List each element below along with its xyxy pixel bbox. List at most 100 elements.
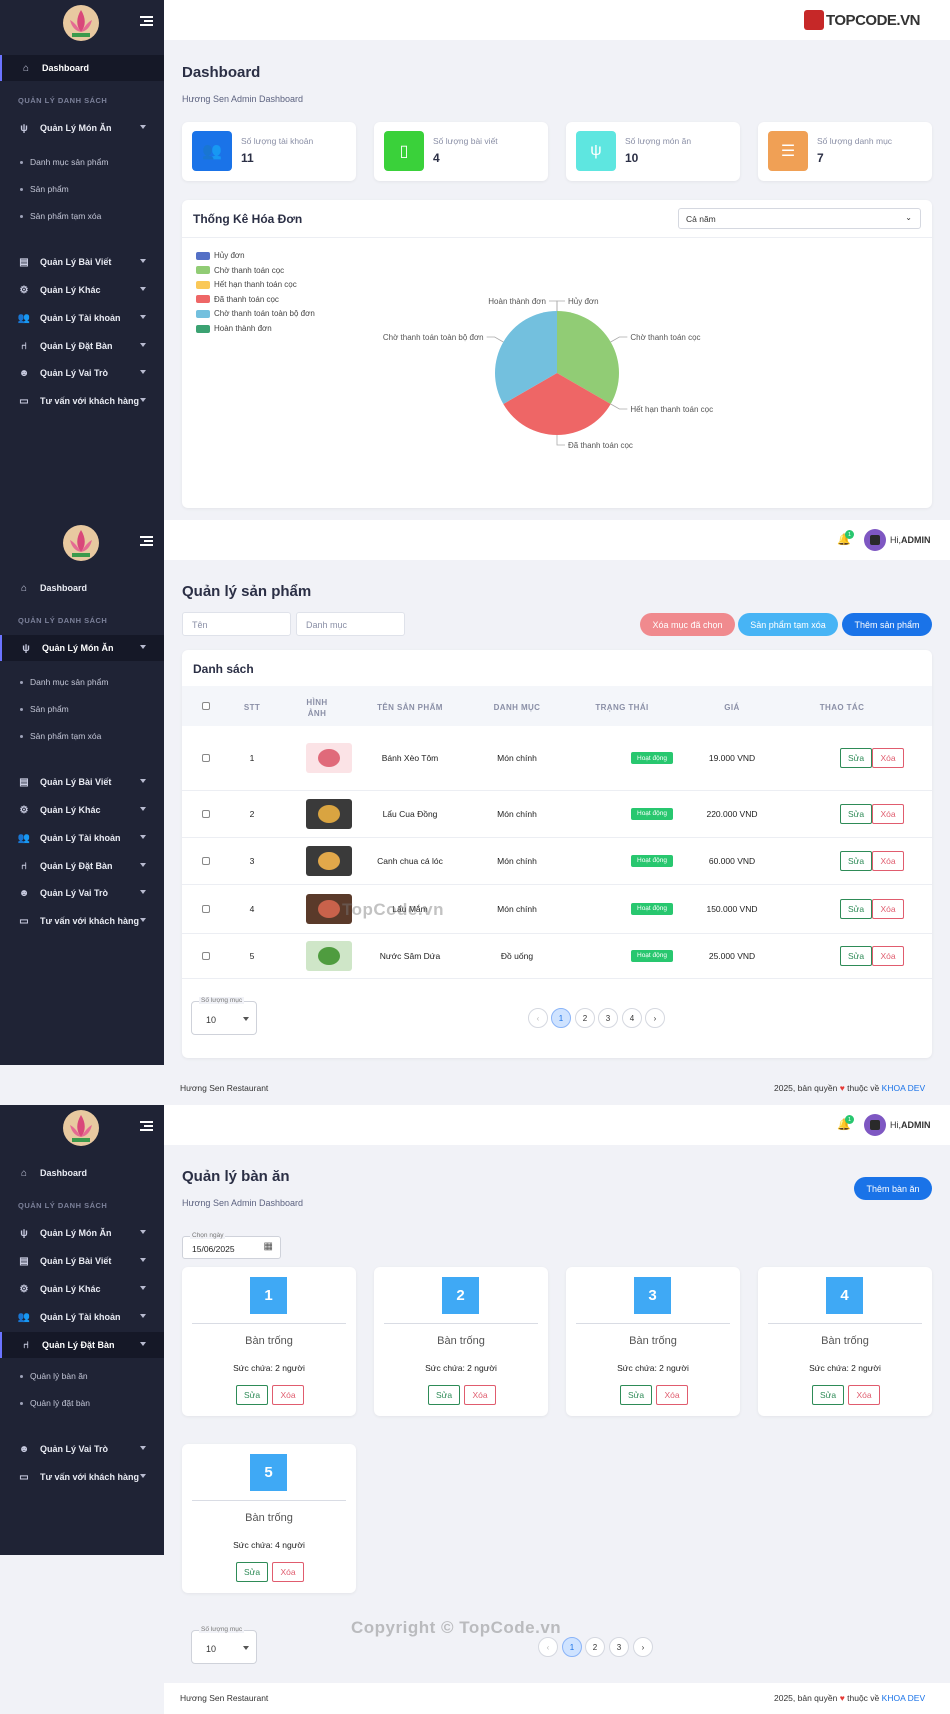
edit-button[interactable]: Sửa bbox=[840, 850, 872, 871]
user-menu[interactable]: Hi, ADMIN bbox=[864, 529, 931, 551]
edit-button[interactable]: Sửa bbox=[236, 1562, 268, 1582]
sidebar-sub-danh-muc[interactable]: Danh mục sản phẩm bbox=[20, 677, 108, 687]
row-checkbox[interactable] bbox=[202, 809, 210, 818]
sidebar-sub-ban-an[interactable]: Quản lý bàn ăn bbox=[20, 1371, 88, 1381]
delete-button[interactable]: Xóa bbox=[872, 898, 904, 919]
sidebar-item-dashboard[interactable]: ⌂ Dashboard bbox=[0, 575, 164, 601]
chevron-down-icon bbox=[140, 835, 146, 839]
products-screen: ⌂ Dashboard QUẢN LÝ DANH SÁCH ψ Quản Lý Mó… bbox=[0, 520, 950, 1105]
sidebar-item-vai-tro[interactable]: ☻ Quản Lý Vai Trò bbox=[0, 880, 164, 906]
delete-button[interactable]: Xóa bbox=[656, 1385, 688, 1405]
author-link[interactable]: KHOA DEV bbox=[881, 1083, 926, 1093]
delete-selected-button[interactable]: Xóa mục đã chọn bbox=[640, 613, 735, 636]
sidebar-item-mon-an[interactable]: ψ Quản Lý Món Ăn bbox=[0, 115, 164, 141]
menu-toggle-icon[interactable] bbox=[140, 16, 153, 27]
trash-products-button[interactable]: Sản phẩm tạm xóa bbox=[738, 613, 838, 636]
page-1-button[interactable]: 1 bbox=[551, 1008, 571, 1028]
page-2-button[interactable]: 2 bbox=[575, 1008, 595, 1028]
row-checkbox[interactable] bbox=[202, 951, 210, 960]
select-all-checkbox[interactable] bbox=[202, 702, 210, 710]
delete-button[interactable]: Xóa bbox=[272, 1385, 304, 1405]
delete-button[interactable]: Xóa bbox=[272, 1562, 304, 1582]
edit-button[interactable]: Sửa bbox=[236, 1385, 268, 1405]
sidebar-sub-tam-xoa[interactable]: Sản phẩm tạm xóa bbox=[20, 211, 101, 221]
sidebar-item-tai-khoan[interactable]: 👥 Quản Lý Tài khoản bbox=[0, 825, 164, 851]
sidebar-item-vai-tro[interactable]: ☻ Quản Lý Vai Trò bbox=[0, 1436, 164, 1462]
search-name-input[interactable]: Tên bbox=[182, 612, 291, 636]
next-page-button[interactable]: › bbox=[645, 1008, 665, 1028]
sidebar-item-khac[interactable]: ⚙ Quản Lý Khác bbox=[0, 277, 164, 303]
page-size-select[interactable]: Số lượng mục 10 bbox=[191, 997, 257, 1035]
page-2-button[interactable]: 2 bbox=[585, 1637, 605, 1657]
delete-button[interactable]: Xóa bbox=[872, 850, 904, 871]
legend-item[interactable]: Chờ thanh toán toàn bộ đơn bbox=[196, 309, 315, 318]
sidebar-item-khac[interactable]: ⚙ Quản Lý Khác bbox=[0, 1276, 164, 1302]
page-size-select[interactable]: Số lượng mục 10 bbox=[191, 1626, 257, 1664]
sidebar-sub-danh-muc[interactable]: Danh mục sản phẩm bbox=[20, 157, 108, 167]
sidebar-sub-tam-xoa[interactable]: Sản phẩm tạm xóa bbox=[20, 731, 101, 741]
sidebar-item-mon-an[interactable]: ψ Quản Lý Món Ăn bbox=[0, 1220, 164, 1246]
next-page-button[interactable]: › bbox=[633, 1637, 653, 1657]
delete-button[interactable]: Xóa bbox=[848, 1385, 880, 1405]
sidebar-item-tu-van[interactable]: ▭ Tư vấn với khách hàng bbox=[0, 908, 164, 934]
pie-label-line bbox=[556, 435, 565, 446]
edit-button[interactable]: Sửa bbox=[428, 1385, 460, 1405]
edit-button[interactable]: Sửa bbox=[840, 803, 872, 824]
sidebar-sub-san-pham[interactable]: Sản phẩm bbox=[20, 704, 69, 714]
edit-button[interactable]: Sửa bbox=[812, 1385, 844, 1405]
sidebar-item-tu-van[interactable]: ▭ Tư vấn với khách hàng bbox=[0, 1464, 164, 1490]
row-checkbox[interactable] bbox=[202, 904, 210, 913]
sidebar-sub-dat-ban[interactable]: Quản lý đặt bàn bbox=[20, 1398, 90, 1408]
legend-item[interactable]: Chờ thanh toán cọc bbox=[196, 266, 284, 275]
menu-toggle-icon[interactable] bbox=[140, 536, 153, 547]
legend-item[interactable]: Hủy đơn bbox=[196, 251, 245, 260]
add-product-button[interactable]: Thêm sản phẩm bbox=[842, 613, 932, 636]
user-menu[interactable]: Hi, ADMIN bbox=[864, 1114, 931, 1136]
date-picker[interactable]: Chọn ngày 15/06/2025 ▦ bbox=[182, 1232, 281, 1259]
search-category-input[interactable]: Danh mục bbox=[296, 612, 405, 636]
sidebar-item-dat-ban[interactable]: ⑁ Quản Lý Đặt Bàn bbox=[0, 333, 164, 359]
legend-item[interactable]: Hoàn thành đơn bbox=[196, 324, 272, 333]
period-select[interactable]: Cả năm ⌄ bbox=[678, 208, 921, 229]
sidebar-item-dashboard[interactable]: ⌂ Dashboard bbox=[0, 55, 164, 81]
page-4-button[interactable]: 4 bbox=[622, 1008, 642, 1028]
sidebar-item-dashboard[interactable]: ⌂ Dashboard bbox=[0, 1160, 164, 1186]
sidebar-item-vai-tro[interactable]: ☻ Quản Lý Vai Trò bbox=[0, 360, 164, 386]
prev-page-button[interactable]: ‹ bbox=[538, 1637, 558, 1657]
delete-button[interactable]: Xóa bbox=[872, 803, 904, 824]
table-card: 1 Bàn trống Sức chứa: 2 người Sửa Xóa bbox=[182, 1267, 356, 1416]
prev-page-button[interactable]: ‹ bbox=[528, 1008, 548, 1028]
edit-button[interactable]: Sửa bbox=[840, 748, 872, 768]
sidebar-item-tai-khoan[interactable]: 👥 Quản Lý Tài khoản bbox=[0, 1304, 164, 1330]
row-checkbox[interactable] bbox=[202, 754, 210, 762]
sidebar-item-mon-an[interactable]: ψ Quản Lý Món Ăn bbox=[0, 635, 164, 661]
edit-button[interactable]: Sửa bbox=[840, 898, 872, 919]
calendar-icon: ▦ bbox=[263, 1241, 273, 1252]
page-1-button[interactable]: 1 bbox=[562, 1637, 582, 1657]
menu-toggle-icon[interactable] bbox=[140, 1121, 153, 1132]
pie-slice[interactable] bbox=[557, 311, 619, 404]
sidebar-item-bai-viet[interactable]: ▤ Quản Lý Bài Viết bbox=[0, 1248, 164, 1274]
page-3-button[interactable]: 3 bbox=[609, 1637, 629, 1657]
author-link[interactable]: KHOA DEV bbox=[881, 1693, 926, 1703]
sidebar-item-bai-viet[interactable]: ▤ Quản Lý Bài Viết bbox=[0, 769, 164, 795]
sidebar-item-khac[interactable]: ⚙ Quản Lý Khác bbox=[0, 797, 164, 823]
delete-button[interactable]: Xóa bbox=[464, 1385, 496, 1405]
legend-item[interactable]: Đã thanh toán cọc bbox=[196, 295, 279, 304]
sidebar-item-dat-ban[interactable]: ⑁ Quản Lý Đặt Bàn bbox=[0, 853, 164, 879]
edit-button[interactable]: Sửa bbox=[840, 945, 872, 966]
breadcrumb: Hương Sen Admin Dashboard bbox=[182, 94, 303, 104]
sidebar-item-bai-viet[interactable]: ▤ Quản Lý Bài Viết bbox=[0, 249, 164, 275]
add-table-button[interactable]: Thêm bàn ăn bbox=[854, 1177, 932, 1200]
row-checkbox[interactable] bbox=[202, 856, 210, 865]
sidebar-item-dat-ban[interactable]: ⑁ Quản Lý Đặt Bàn bbox=[0, 1332, 164, 1358]
legend-item[interactable]: Hết hạn thanh toán cọc bbox=[196, 280, 297, 289]
page-3-button[interactable]: 3 bbox=[598, 1008, 618, 1028]
delete-button[interactable]: Xóa bbox=[872, 945, 904, 966]
sidebar-item-tai-khoan[interactable]: 👥 Quản Lý Tài khoản bbox=[0, 305, 164, 331]
delete-button[interactable]: Xóa bbox=[872, 748, 904, 768]
edit-button[interactable]: Sửa bbox=[620, 1385, 652, 1405]
pie-slice[interactable] bbox=[495, 311, 557, 404]
sidebar-item-tu-van[interactable]: ▭ Tư vấn với khách hàng bbox=[0, 388, 164, 414]
sidebar-sub-san-pham[interactable]: Sản phẩm bbox=[20, 184, 69, 194]
